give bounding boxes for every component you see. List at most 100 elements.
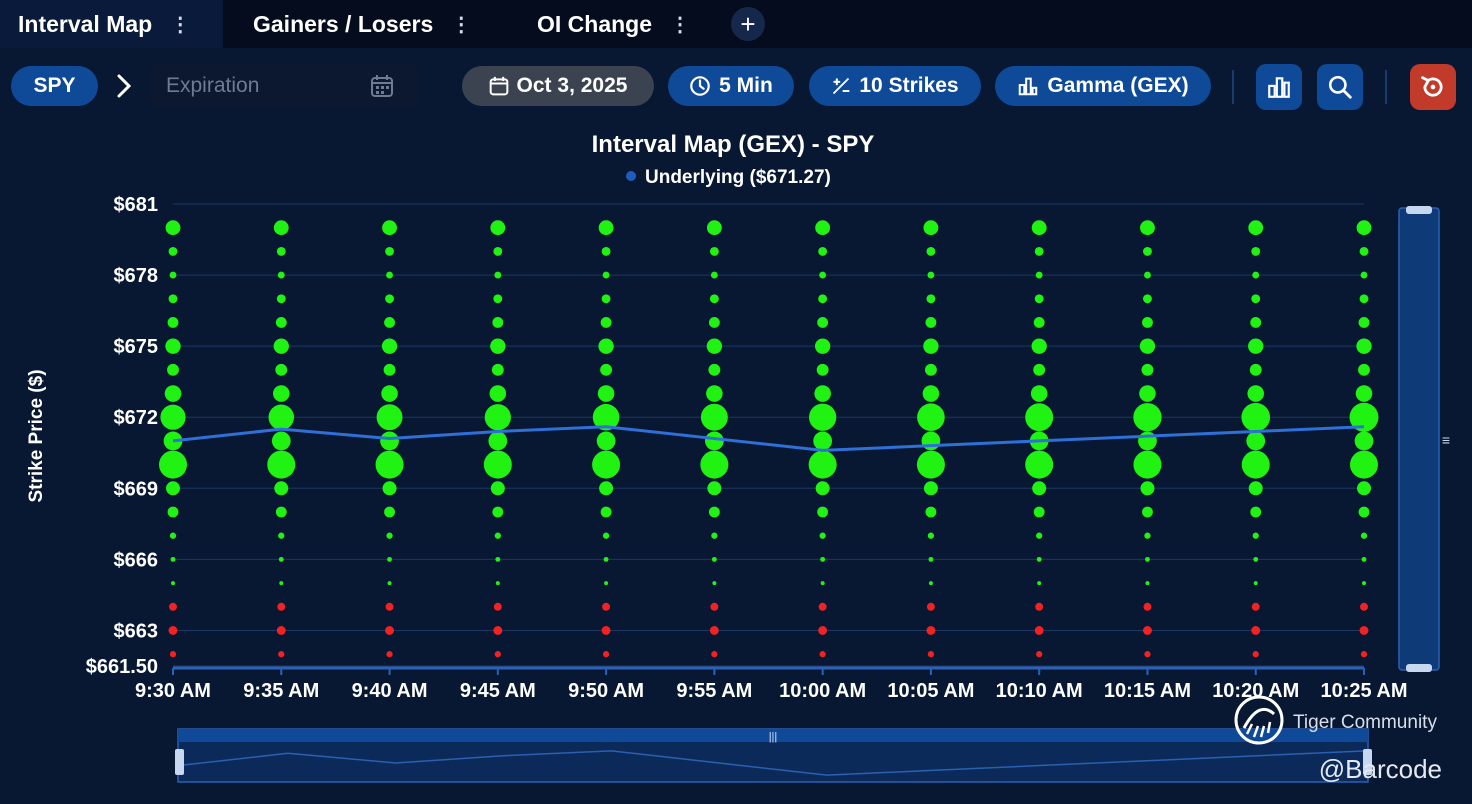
gex-bubble[interactable] [165,338,181,354]
gex-bubble[interactable] [708,317,720,328]
gex-bubble[interactable] [813,431,833,451]
gex-bubble[interactable] [1143,626,1152,635]
gex-bubble[interactable] [711,532,718,539]
gex-bubble[interactable] [1360,651,1368,658]
gex-bubble[interactable] [494,532,501,539]
gex-bubble[interactable] [1142,317,1153,328]
gex-bubble[interactable] [1356,220,1372,236]
gex-bubble[interactable] [1030,385,1048,402]
gex-bubble[interactable] [925,317,937,328]
gex-bubble[interactable] [817,506,829,518]
gex-bubble[interactable] [386,532,393,539]
gex-bubble[interactable] [167,363,179,376]
gex-bubble[interactable] [708,506,720,518]
tab-oi-change[interactable]: OI Change ⋮ [537,0,690,48]
gex-bubble[interactable] [921,431,941,451]
gex-bubble[interactable] [1143,602,1152,611]
gex-bubble[interactable] [808,450,837,479]
gex-bubble[interactable] [171,581,175,586]
gex-bubble[interactable] [1035,271,1043,279]
gex-bubble[interactable] [170,556,176,562]
gex-bubble[interactable] [493,602,502,611]
gex-bubble[interactable] [709,294,719,304]
gex-bubble[interactable] [1253,556,1259,562]
gex-bubble[interactable] [1145,581,1150,586]
gex-bubble[interactable] [386,651,393,658]
gex-bubble[interactable] [1133,403,1162,432]
gex-bubble[interactable] [927,651,935,658]
gex-bubble[interactable] [1247,385,1265,402]
gex-bubble[interactable] [1250,317,1262,328]
gex-bubble[interactable] [1248,338,1264,354]
gex-bubble[interactable] [385,602,394,611]
gex-bubble[interactable] [600,363,613,376]
gex-bubble[interactable] [168,626,178,635]
gex-bubble[interactable] [709,246,719,256]
gex-bubble[interactable] [711,556,717,562]
gex-bubble[interactable] [490,220,506,236]
kebab-menu-icon[interactable]: ⋮ [170,13,191,36]
gex-bubble[interactable] [1036,651,1043,658]
gex-bubble[interactable] [1140,220,1155,236]
gex-bubble[interactable] [1251,294,1261,304]
gex-bubble[interactable] [169,271,177,279]
kebab-menu-icon[interactable]: ⋮ [451,13,472,36]
gex-bubble[interactable] [268,404,295,430]
calendar-icon[interactable] [370,74,394,104]
gex-bubble[interactable] [168,294,178,304]
gex-bubble[interactable] [1359,294,1369,304]
gex-bubble[interactable] [492,317,504,328]
gex-bubble[interactable] [706,385,723,402]
gex-bubble[interactable] [712,581,717,586]
gex-bubble[interactable] [1144,532,1151,539]
gex-bubble[interactable] [1246,431,1266,451]
gex-bubble[interactable] [818,246,828,256]
gex-bubble[interactable] [492,506,504,518]
gex-bubble[interactable] [708,363,721,376]
gex-bubble[interactable] [1251,246,1261,256]
gex-bubble[interactable] [814,338,831,354]
gex-bubble[interactable] [819,271,827,279]
gex-bubble[interactable] [386,271,393,279]
gex-bubble[interactable] [1349,402,1379,432]
gex-bubble[interactable] [385,626,394,635]
gex-bubble[interactable] [493,626,503,635]
gex-bubble[interactable] [598,338,614,354]
gex-bubble[interactable] [489,385,507,402]
gex-bubble[interactable] [706,220,722,236]
gex-bubble[interactable] [1036,556,1042,562]
gex-bubble[interactable] [815,220,831,236]
gex-bubble[interactable] [1033,506,1045,518]
gex-bubble[interactable] [710,602,719,611]
gex-bubble[interactable] [815,481,830,496]
reset-button[interactable] [1410,64,1456,110]
gex-bubble[interactable] [276,294,286,304]
gex-bubble[interactable] [273,220,289,236]
gex-bubble[interactable] [602,532,610,539]
gex-bubble[interactable] [488,431,508,451]
gex-bubble[interactable] [1358,506,1370,518]
gex-bubble[interactable] [1143,246,1152,256]
gex-bubble[interactable] [924,363,937,376]
gex-bubble[interactable] [385,294,394,304]
gex-bubble[interactable] [278,532,285,539]
gex-bubble[interactable] [277,602,286,611]
gex-bubble[interactable] [1144,651,1151,658]
gex-bubble[interactable] [380,431,399,451]
gex-bubble[interactable] [604,581,609,586]
gex-bubble[interactable] [279,581,284,586]
gex-bubble[interactable] [278,651,285,658]
gex-bubble[interactable] [169,651,177,658]
gex-bubble[interactable] [1356,338,1372,354]
gex-bubble[interactable] [700,403,728,431]
slider-top-handle[interactable] [1406,206,1432,214]
add-tab-button[interactable]: + [731,7,765,41]
gex-bubble[interactable] [926,602,935,611]
gex-bubble[interactable] [271,431,291,451]
chart-type-button[interactable] [1256,64,1302,110]
gex-bubble[interactable] [1138,431,1157,451]
metric-button[interactable]: Gamma (GEX) [995,66,1211,106]
gex-bubble[interactable] [490,481,505,496]
gex-bubble[interactable] [1362,581,1366,586]
gex-bubble[interactable] [1025,450,1054,479]
